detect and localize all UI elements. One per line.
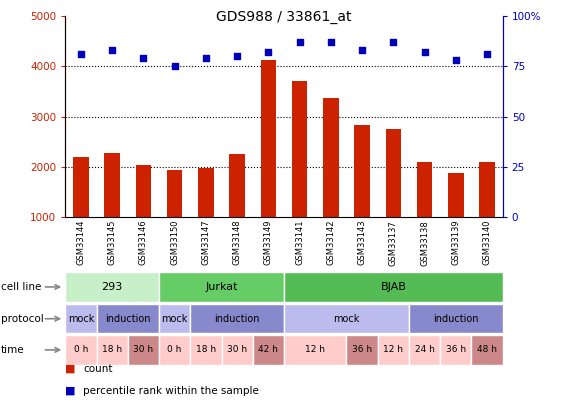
Bar [292,81,307,217]
Text: ■: ■ [65,364,76,373]
Text: 36 h: 36 h [446,345,466,354]
Text: 12 h: 12 h [383,345,403,354]
Bar [198,168,214,217]
Bar [105,153,120,217]
Text: count: count [83,364,113,373]
Text: time: time [1,345,24,355]
Bar [386,129,401,217]
Text: Jurkat: Jurkat [205,282,238,292]
Point [358,47,367,53]
Text: mock: mock [161,314,188,324]
Point [233,53,242,60]
Point [326,39,335,45]
Text: 42 h: 42 h [258,345,278,354]
Bar [261,60,276,217]
Bar [323,98,339,217]
Point [451,57,460,64]
Bar [136,165,151,217]
Text: mock: mock [68,314,94,324]
Text: 24 h: 24 h [415,345,435,354]
Text: protocol: protocol [1,314,43,324]
Text: percentile rank within the sample: percentile rank within the sample [83,386,260,396]
Text: 0 h: 0 h [74,345,88,354]
Text: 36 h: 36 h [352,345,372,354]
Text: 30 h: 30 h [133,345,153,354]
Point [202,55,211,62]
Text: mock: mock [333,314,360,324]
Text: induction: induction [433,314,479,324]
Text: 0 h: 0 h [168,345,182,354]
Bar [448,173,463,217]
Point [76,51,86,58]
Bar [479,162,495,217]
Text: 12 h: 12 h [305,345,325,354]
Text: 293: 293 [102,282,123,292]
Text: induction: induction [214,314,260,324]
Text: 48 h: 48 h [477,345,497,354]
Text: ■: ■ [65,386,76,396]
Text: GDS988 / 33861_at: GDS988 / 33861_at [216,10,352,24]
Bar [167,171,182,217]
Bar [73,157,89,217]
Text: cell line: cell line [1,282,41,292]
Point [420,49,429,55]
Point [108,47,117,53]
Point [170,63,179,70]
Point [483,51,492,58]
Text: BJAB: BJAB [381,282,406,292]
Text: 18 h: 18 h [196,345,216,354]
Point [295,39,304,45]
Point [264,49,273,55]
Bar [417,162,432,217]
Point [139,55,148,62]
Text: 18 h: 18 h [102,345,122,354]
Text: induction: induction [105,314,151,324]
Bar [229,154,245,217]
Bar [354,125,370,217]
Text: 30 h: 30 h [227,345,247,354]
Point [389,39,398,45]
